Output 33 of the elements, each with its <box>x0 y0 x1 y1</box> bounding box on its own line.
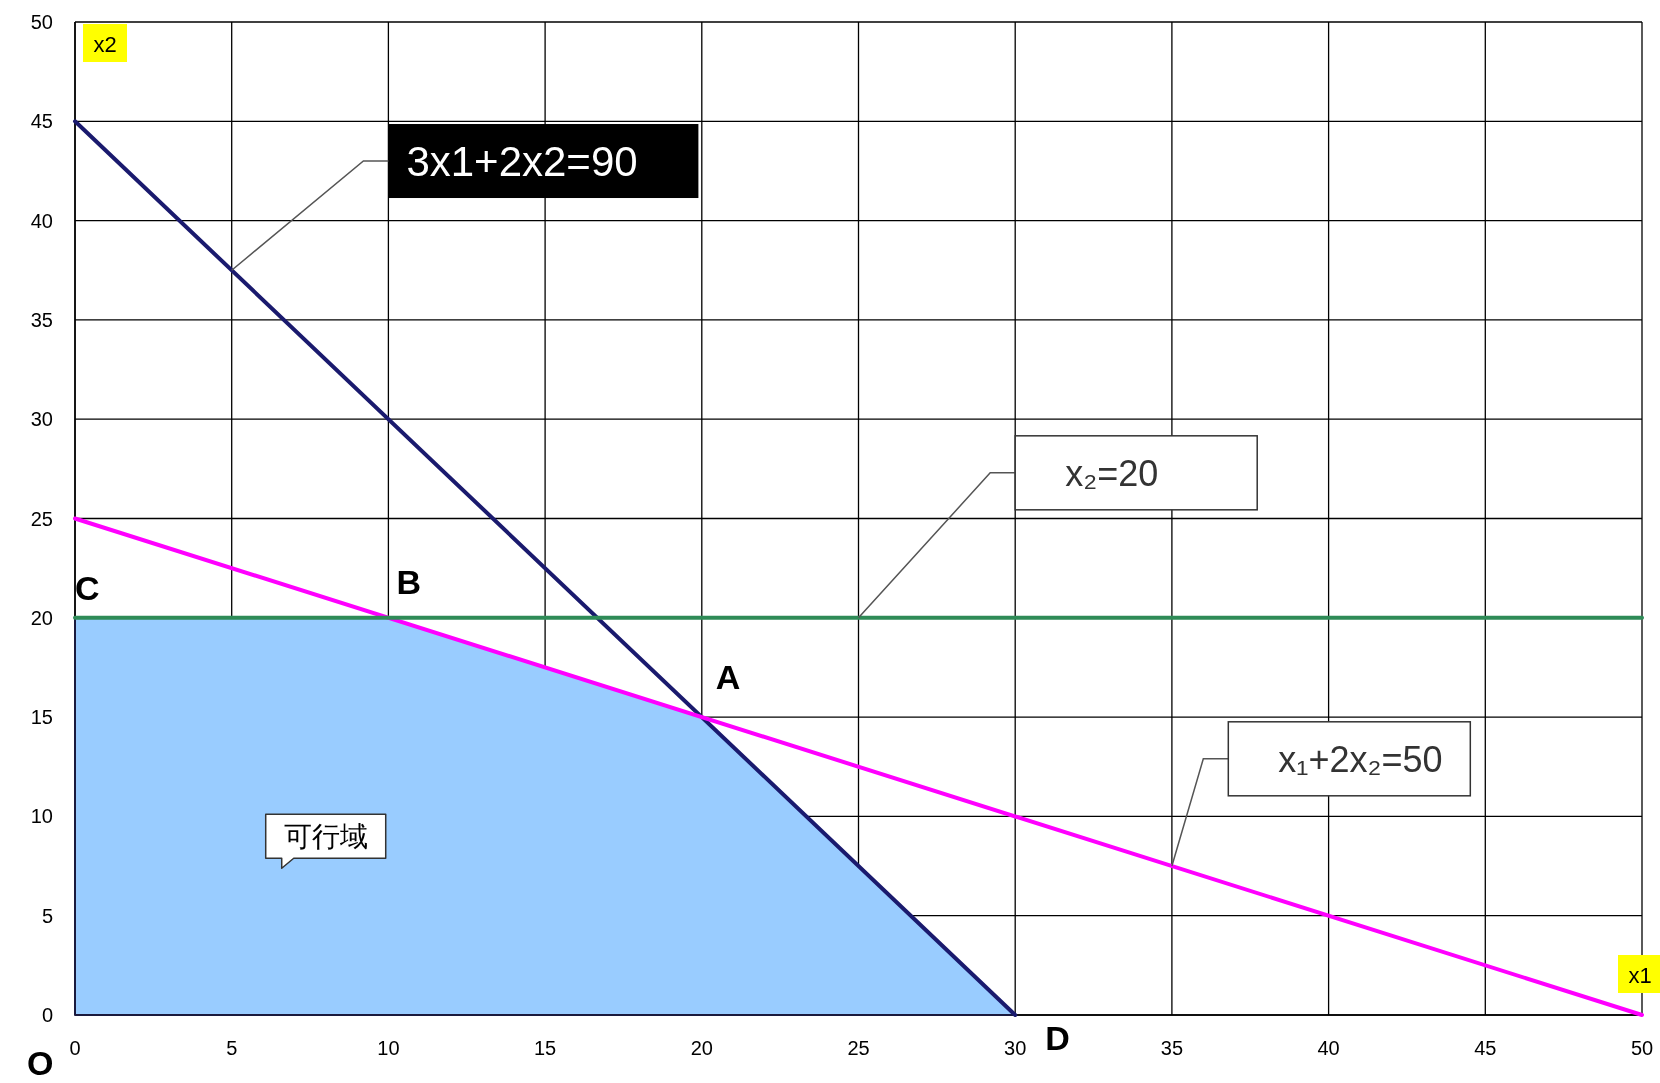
x-tick-label: 30 <box>1004 1037 1027 1059</box>
y-tick-label: 15 <box>30 706 53 729</box>
y-tick-label: 5 <box>41 904 53 927</box>
x-tick-label: 5 <box>226 1037 238 1059</box>
x-tick-label: 40 <box>1317 1037 1340 1059</box>
x-tick-label: 50 <box>1630 1037 1654 1059</box>
annotation: 3x1+2x2=90 <box>406 138 638 186</box>
annotation: B <box>396 562 421 601</box>
y-tick-label: 50 <box>30 11 53 33</box>
annotation: 可行域 <box>283 821 368 853</box>
x-tick-label: 10 <box>377 1037 400 1059</box>
y-tick-label: 25 <box>30 507 53 530</box>
annotation: D <box>1045 1019 1070 1057</box>
y-tick-label: 20 <box>30 606 53 629</box>
y-tick-label: 30 <box>30 408 53 431</box>
x-tick-label: 25 <box>847 1037 870 1059</box>
annotation: x₁+2x₂=50 <box>1278 738 1443 780</box>
x-tick-label: 20 <box>690 1037 713 1059</box>
y-tick-label: 35 <box>30 308 53 331</box>
annotation: A <box>715 658 741 697</box>
x-tick-label: 35 <box>1160 1037 1184 1059</box>
y-tick-label: 0 <box>41 1004 53 1026</box>
annotation: x₂=20 <box>1065 452 1159 494</box>
x-tick-label: 15 <box>533 1037 557 1059</box>
x-tick-label: 45 <box>1474 1037 1497 1059</box>
y-tick-label: 45 <box>30 110 53 133</box>
y-axis-title: x2 <box>93 32 117 57</box>
y-tick-label: 40 <box>30 209 53 232</box>
x-axis-title: x1 <box>1628 963 1652 988</box>
y-tick-label: 10 <box>30 805 53 828</box>
annotation: O <box>27 1044 54 1082</box>
x-tick-label: 0 <box>69 1037 81 1059</box>
annotation: C <box>75 568 100 607</box>
